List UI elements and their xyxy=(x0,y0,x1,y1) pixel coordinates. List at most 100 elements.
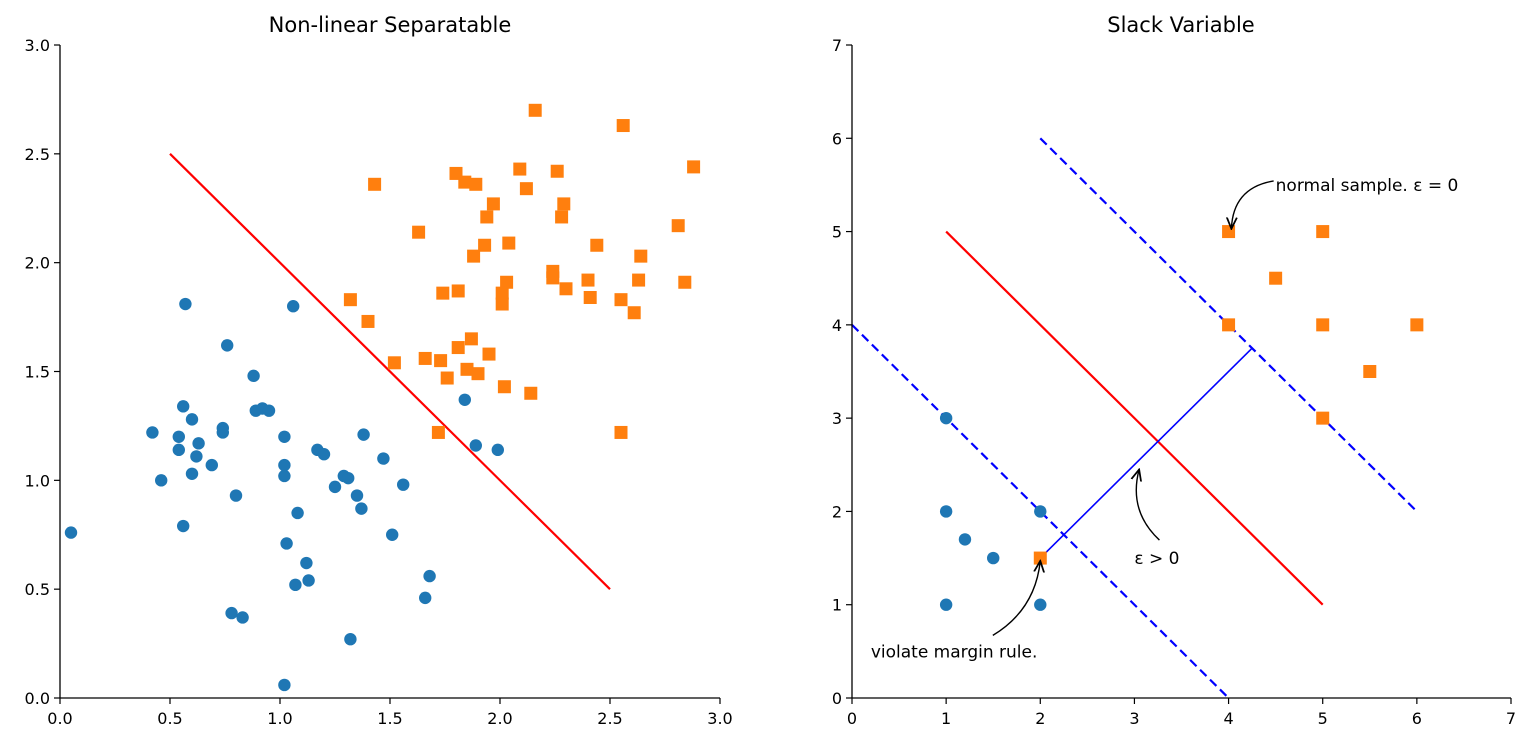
right-chart-series0-point-2 xyxy=(939,598,953,611)
right-chart-line-2 xyxy=(1039,137,1418,513)
right-chart-annotations: normal sample. ε = 0 ε > 0 violate margin … xyxy=(871,176,1458,662)
left-chart-series1-point-49 xyxy=(687,160,701,174)
left-chart-series1-point-17 xyxy=(469,177,483,191)
left-chart-series1-point-16 xyxy=(467,249,481,263)
left-chart-y-tick-label: 2.0 xyxy=(25,254,50,273)
left-chart-series1-point-28 xyxy=(513,162,527,176)
left-chart-series1-point-18 xyxy=(471,367,485,381)
left-chart-series1-point-4 xyxy=(412,225,426,239)
left-chart-x-tick-label: 3.0 xyxy=(707,709,732,728)
left-chart-series1-point-26 xyxy=(500,275,514,289)
right-chart-y-tick-label: 0 xyxy=(832,689,842,708)
right-chart-title: Slack Variable xyxy=(1107,13,1254,37)
left-chart-series0-point-25 xyxy=(278,469,291,483)
left-chart-series1-point-36 xyxy=(557,197,571,211)
left-chart-series0-point-27 xyxy=(278,678,291,692)
left-chart-series0-point-2 xyxy=(155,474,168,487)
right-chart-series1-point-1 xyxy=(1222,225,1236,239)
left-chart-series0-point-28 xyxy=(287,300,300,313)
right-chart-panel: normal sample. ε = 0 ε > 0 violate margin … xyxy=(832,13,1516,728)
left-chart-y-tick-label: 0.0 xyxy=(25,689,50,708)
left-chart-series0-point-16 xyxy=(225,606,238,620)
right-chart-series0-point-1 xyxy=(939,505,953,518)
right-chart-series0-point-6 xyxy=(1034,598,1047,611)
right-chart-points xyxy=(939,225,1424,611)
left-chart-series0-point-49 xyxy=(491,443,504,457)
left-chart-series1-point-27 xyxy=(502,236,516,250)
left-chart-y-tick-label: 2.5 xyxy=(25,145,50,164)
left-chart-series1-point-40 xyxy=(590,238,604,252)
right-chart-y-tick-label: 7 xyxy=(832,36,842,55)
left-chart-series1-point-38 xyxy=(581,273,595,287)
right-chart-y-tick-label: 2 xyxy=(832,502,842,521)
left-chart-series0-point-47 xyxy=(458,393,471,406)
left-chart-series1-point-42 xyxy=(614,425,628,439)
left-chart-series1-point-0 xyxy=(343,293,357,307)
left-chart-series1-point-3 xyxy=(387,356,401,370)
right-chart-lines xyxy=(851,137,1418,699)
left-chart-series1-point-6 xyxy=(431,425,445,439)
left-chart-series0-point-30 xyxy=(291,506,304,520)
left-chart-series1-point-30 xyxy=(524,386,538,400)
right-chart-series0-point-4 xyxy=(987,551,1000,565)
right-chart-axes: 0 1 2 3 4 5 6 7 0 1 2 3 4 5 6 7 xyxy=(832,36,1516,728)
right-chart-x-tick-label: 2 xyxy=(1035,709,1045,728)
left-chart-series1-point-15 xyxy=(464,332,478,346)
left-chart-series1-point-9 xyxy=(440,371,454,385)
left-chart-series1-point-47 xyxy=(671,219,685,233)
left-chart-series1-point-25 xyxy=(497,380,511,394)
left-chart-x-tick-label: 0.0 xyxy=(47,709,72,728)
right-chart-series1-point-2 xyxy=(1222,318,1236,332)
left-chart-x-tick-label: 0.5 xyxy=(157,709,182,728)
left-chart-series1-point-23 xyxy=(495,297,509,311)
left-chart-series0-point-3 xyxy=(172,443,185,457)
left-chart-x-tick-label: 1.5 xyxy=(377,709,402,728)
left-chart-series0-point-4 xyxy=(172,430,185,443)
left-chart-series0-point-40 xyxy=(355,502,368,515)
left-chart-series1-point-44 xyxy=(627,306,641,320)
right-chart-annotation-arrow-0 xyxy=(1231,180,1274,229)
left-chart-series1-point-7 xyxy=(434,354,448,368)
left-chart-series1-point-8 xyxy=(436,286,450,300)
left-chart-y-tick-label: 1.0 xyxy=(25,471,50,490)
right-chart-y-tick-label: 1 xyxy=(832,596,842,615)
right-chart-y-tick-label: 4 xyxy=(832,316,842,335)
right-chart-series1-point-6 xyxy=(1316,411,1330,425)
right-chart-x-tick-label: 4 xyxy=(1223,709,1233,728)
right-chart-series1-point-3 xyxy=(1269,271,1283,285)
left-chart-series0-point-29 xyxy=(289,578,302,592)
left-chart-series1-point-34 xyxy=(550,164,564,178)
left-chart-series0-point-34 xyxy=(317,448,331,461)
left-chart-points xyxy=(64,103,701,692)
right-chart-series0-point-3 xyxy=(958,533,972,546)
right-chart-series1-point-8 xyxy=(1410,318,1424,332)
right-chart-x-tick-label: 6 xyxy=(1412,709,1422,728)
right-chart-series0-point-0 xyxy=(939,411,953,425)
left-chart-series1-point-24 xyxy=(495,286,509,300)
left-chart-series0-point-48 xyxy=(469,439,482,452)
right-chart-line-3 xyxy=(1039,347,1253,559)
left-chart-series1-point-14 xyxy=(460,362,474,376)
left-chart-series0-point-42 xyxy=(377,452,390,465)
left-chart-series0-point-5 xyxy=(177,519,190,533)
left-chart-series1-point-21 xyxy=(482,347,496,361)
left-chart-series0-point-26 xyxy=(280,537,293,550)
left-chart-series1-point-13 xyxy=(458,175,472,189)
right-chart-y-tick-label: 6 xyxy=(832,129,842,148)
right-chart-x-tick-label: 5 xyxy=(1318,709,1328,728)
left-chart-x-tick-label: 2.0 xyxy=(487,709,512,728)
left-chart-series0-point-15 xyxy=(221,339,234,352)
left-chart-series1-point-31 xyxy=(528,103,542,117)
left-chart-x-tick-label: 1.0 xyxy=(267,709,292,728)
left-chart-series0-point-39 xyxy=(350,489,364,502)
right-chart-line-0 xyxy=(945,230,1324,606)
left-chart-lines xyxy=(169,153,611,590)
left-chart-series0-point-43 xyxy=(386,528,399,541)
left-chart-series0-point-38 xyxy=(344,633,357,646)
left-chart-series1-point-33 xyxy=(546,264,560,278)
left-chart-series0-point-37 xyxy=(342,471,355,485)
right-chart-x-tick-label: 1 xyxy=(941,709,951,728)
right-chart-y-tick-label: 5 xyxy=(832,223,842,242)
left-chart-series0-point-12 xyxy=(205,458,218,472)
left-chart-series0-point-7 xyxy=(179,297,192,311)
